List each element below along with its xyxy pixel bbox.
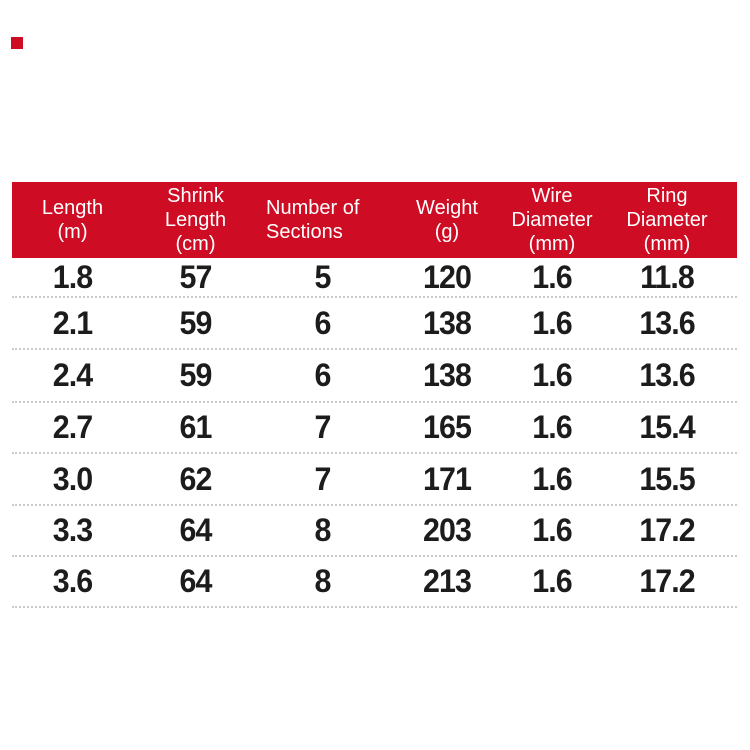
table-row: 3.0 62 7 171 1.6 15.5 xyxy=(12,454,737,506)
table-row: 2.7 61 7 165 1.6 15.4 xyxy=(12,403,737,454)
cell-ring-diameter: 15.4 xyxy=(639,409,695,445)
cell-length: 3.6 xyxy=(52,563,93,599)
cell-shrink-length: 59 xyxy=(179,304,213,341)
cell-length: 2.1 xyxy=(52,304,93,341)
cell-ring-diameter: 15.5 xyxy=(639,460,695,497)
cell-ring-diameter: 13.6 xyxy=(639,357,695,393)
cell-shrink-length: 62 xyxy=(179,460,213,497)
header-cell-sections: Number of Sections xyxy=(266,197,360,243)
cell-weight: 138 xyxy=(423,304,472,341)
header-cell-weight: Weight (g) xyxy=(416,197,478,243)
cell-length: 2.4 xyxy=(52,357,93,393)
table-row: 2.4 59 6 138 1.6 13.6 xyxy=(12,350,737,403)
brand-mark xyxy=(11,37,23,49)
cell-sections: 7 xyxy=(314,409,332,445)
spec-table: Length (m) Shrink Length (cm) Number of Se… xyxy=(12,182,737,608)
cell-ring-diameter: 11.8 xyxy=(640,258,695,295)
cell-wire-diameter: 1.6 xyxy=(532,304,572,341)
cell-length: 3.3 xyxy=(52,512,93,548)
cell-weight: 203 xyxy=(423,512,472,548)
cell-length: 1.8 xyxy=(52,258,93,295)
cell-wire-diameter: 1.6 xyxy=(532,357,572,393)
cell-wire-diameter: 1.6 xyxy=(532,258,572,295)
table-row: 2.1 59 6 138 1.6 13.6 xyxy=(12,298,737,350)
cell-shrink-length: 64 xyxy=(179,512,213,548)
table-row: 3.6 64 8 213 1.6 17.2 xyxy=(12,557,737,608)
header-cell-wire-diameter: Wire Diameter (mm) xyxy=(511,185,593,255)
cell-weight: 171 xyxy=(423,460,472,497)
cell-ring-diameter: 17.2 xyxy=(639,563,695,599)
cell-sections: 8 xyxy=(314,512,332,548)
cell-shrink-length: 64 xyxy=(179,563,213,599)
cell-sections: 6 xyxy=(314,357,332,393)
header-cell-length: Length (m) xyxy=(41,197,104,243)
cell-weight: 138 xyxy=(423,357,472,393)
header-cell-ring-diameter: Ring Diameter (mm) xyxy=(626,185,708,255)
table-row: 3.3 64 8 203 1.6 17.2 xyxy=(12,506,737,557)
cell-weight: 120 xyxy=(423,258,472,295)
cell-ring-diameter: 17.2 xyxy=(639,512,695,548)
cell-sections: 7 xyxy=(314,460,332,497)
cell-sections: 6 xyxy=(314,304,332,341)
cell-shrink-length: 57 xyxy=(179,258,213,295)
cell-sections: 8 xyxy=(314,563,332,599)
table-body: 1.8 57 5 120 1.6 11.8 2.1 59 6 138 1.6 13.6 2.4 59 6 13… xyxy=(12,258,737,608)
cell-wire-diameter: 1.6 xyxy=(532,460,572,497)
cell-ring-diameter: 13.6 xyxy=(639,304,695,341)
cell-weight: 165 xyxy=(423,409,472,445)
cell-sections: 5 xyxy=(314,258,332,295)
cell-shrink-length: 59 xyxy=(179,357,213,393)
cell-wire-diameter: 1.6 xyxy=(532,512,572,548)
cell-wire-diameter: 1.6 xyxy=(532,563,572,599)
cell-shrink-length: 61 xyxy=(179,409,213,445)
cell-length: 2.7 xyxy=(52,409,93,445)
table-header-row: Length (m) Shrink Length (cm) Number of Se… xyxy=(12,182,737,258)
header-cell-shrink-length: Shrink Length (cm) xyxy=(164,185,227,255)
cell-wire-diameter: 1.6 xyxy=(532,409,572,445)
cell-length: 3.0 xyxy=(52,460,93,497)
cell-weight: 213 xyxy=(423,563,472,599)
table-row: 1.8 57 5 120 1.6 11.8 xyxy=(12,258,737,298)
